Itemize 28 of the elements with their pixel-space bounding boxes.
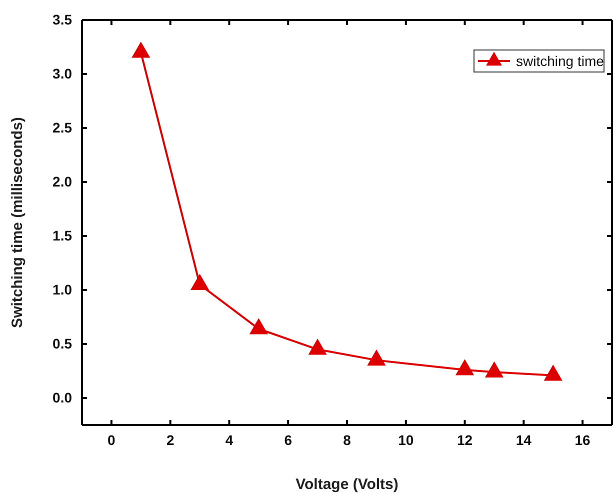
x-tick-label: 4 bbox=[225, 432, 234, 448]
x-tick-label: 6 bbox=[284, 432, 292, 448]
y-tick-label: 0.0 bbox=[52, 389, 72, 406]
point bbox=[367, 349, 386, 366]
point bbox=[484, 361, 504, 378]
y-tick-label: 0.5 bbox=[52, 335, 72, 352]
legend-label: switching time bbox=[516, 53, 604, 69]
x-tick-label: 2 bbox=[166, 432, 174, 448]
point bbox=[308, 338, 327, 355]
y-tick-label: 2.0 bbox=[52, 173, 72, 190]
point bbox=[249, 318, 268, 334]
x-tick-label: 16 bbox=[574, 432, 591, 448]
x-axis-title: Voltage (Volts) bbox=[296, 476, 398, 493]
y-tick-label: 3.0 bbox=[52, 65, 72, 82]
y-tick-label: 2.5 bbox=[52, 119, 72, 136]
x-tick-label: 8 bbox=[343, 432, 352, 448]
point bbox=[455, 359, 474, 376]
x-tick-label: 12 bbox=[456, 432, 473, 448]
point bbox=[544, 364, 562, 381]
y-tick-label: 3.5 bbox=[52, 11, 72, 28]
x-tick-label: 14 bbox=[516, 432, 532, 448]
y-tick-label: 1.0 bbox=[52, 281, 72, 298]
point bbox=[190, 274, 210, 290]
y-axis-title: Switching time (milliseconds) bbox=[9, 117, 26, 328]
y-tick-label: 1.5 bbox=[52, 227, 72, 244]
point bbox=[132, 42, 150, 58]
x-tick-label: 10 bbox=[398, 432, 414, 448]
x-tick-label: 0 bbox=[108, 432, 116, 448]
